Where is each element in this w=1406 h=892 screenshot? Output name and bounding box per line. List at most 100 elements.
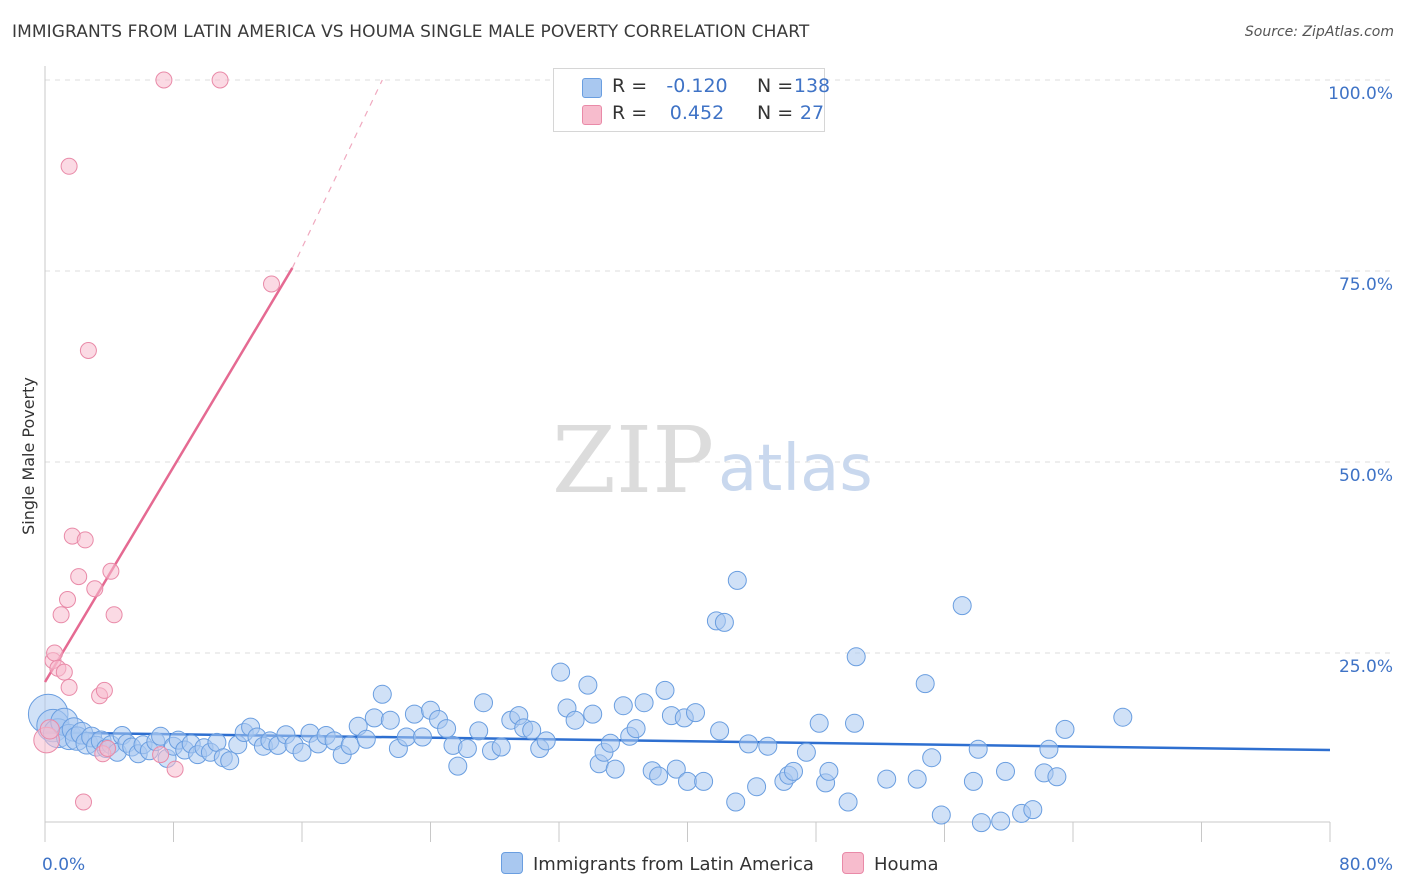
x-tick-label: 80.0% [1339, 855, 1393, 875]
point-latin-america [877, 769, 897, 789]
trendline-houma-extension [291, 79, 383, 269]
point-latin-america [907, 769, 927, 789]
point-latin-america [522, 720, 542, 740]
point-latin-america [536, 731, 556, 751]
point-latin-america [356, 729, 376, 749]
point-latin-america [996, 761, 1015, 781]
point-latin-america [686, 703, 705, 723]
point-latin-america [474, 693, 493, 713]
point-latin-america [448, 756, 468, 776]
point-houma [60, 157, 78, 175]
point-latin-america [666, 759, 686, 779]
trendline-houma [43, 267, 294, 683]
point-latin-america [605, 759, 625, 779]
point-latin-america [413, 727, 432, 747]
series-swatch-blue [501, 852, 523, 874]
point-latin-america [491, 737, 511, 757]
point-latin-america [963, 771, 983, 791]
watermark-atlas: atlas [718, 432, 873, 506]
point-latin-america [710, 721, 730, 741]
point-latin-america [1023, 800, 1043, 820]
point-latin-america [220, 751, 240, 771]
point-houma [99, 740, 117, 757]
point-latin-america [340, 735, 360, 755]
point-latin-america [747, 777, 767, 797]
point-latin-america [796, 742, 816, 762]
point-latin-america [469, 721, 489, 741]
legend-r-value: 0.452 [669, 102, 725, 124]
point-latin-america [819, 761, 839, 781]
series-swatch-pink [842, 852, 864, 874]
point-latin-america [655, 680, 675, 700]
point-latin-america [922, 748, 942, 768]
point-latin-america [292, 742, 312, 762]
point-latin-america [1047, 767, 1067, 787]
point-latin-america [565, 710, 585, 730]
point-latin-america [678, 771, 697, 791]
series-name-latin-america: Immigrants from Latin America [533, 854, 814, 875]
point-latin-america [437, 719, 457, 739]
point-latin-america [991, 811, 1011, 831]
legend-swatch-blue [582, 78, 602, 98]
point-latin-america [1113, 707, 1133, 727]
series-name-houma: Houma [874, 854, 939, 875]
point-houma [60, 678, 78, 696]
point-houma [152, 746, 170, 764]
point-houma [46, 644, 64, 662]
legend-n-label: N = [757, 102, 794, 124]
point-latin-america [968, 739, 988, 759]
point-latin-america [372, 684, 392, 704]
point-latin-america [915, 674, 935, 694]
data-points [27, 71, 1133, 833]
point-latin-america [758, 736, 778, 756]
point-houma [155, 71, 173, 89]
legend-n-label: N = [757, 75, 794, 97]
y-tick-labels: 25.0% 50.0% 75.0% 100.0% [1328, 84, 1393, 677]
gridlines [45, 79, 1392, 654]
point-latin-america [634, 693, 654, 713]
point-latin-america [846, 647, 866, 667]
y-axis-label: Single Male Poverty [19, 377, 38, 535]
point-latin-america [1055, 719, 1075, 739]
y-tick-label: 100.0% [1328, 84, 1393, 104]
point-houma [52, 606, 70, 624]
point-latin-america [404, 704, 424, 724]
point-latin-america [551, 662, 571, 682]
legend-box: R = -0.120 N = 138 R = 0.452 N = 27 [553, 68, 830, 132]
point-houma [79, 342, 97, 359]
point-latin-america [809, 713, 829, 733]
point-houma [70, 568, 88, 586]
series-legend-latin-america: Immigrants from Latin America [501, 852, 814, 875]
point-latin-america [838, 792, 858, 812]
point-latin-america [739, 734, 758, 754]
series-legend: Immigrants from Latin America Houma [0, 852, 1406, 878]
point-houma [59, 591, 76, 608]
point-latin-america [600, 733, 620, 753]
point-houma [211, 71, 229, 89]
point-latin-america [626, 719, 646, 739]
point-latin-america [613, 696, 633, 716]
y-tick-label: 50.0% [1339, 466, 1393, 486]
point-houma [263, 275, 280, 293]
axes [44, 66, 1331, 842]
point-latin-america [457, 739, 477, 758]
chart-title: IMMIGRANTS FROM LATIN AMERICA VS HOUMA S… [12, 22, 810, 42]
legend-n-value: 138 [793, 75, 831, 97]
y-tick-label: 25.0% [1339, 657, 1393, 677]
point-houma [76, 531, 94, 549]
legend-n-value: 27 [799, 102, 825, 124]
legend-r-label: R = [612, 102, 648, 124]
point-houma [75, 793, 92, 811]
point-latin-america [931, 805, 951, 825]
point-latin-america [396, 727, 416, 747]
point-latin-america [726, 792, 746, 812]
series-legend-houma: Houma [842, 852, 939, 875]
point-houma [39, 719, 60, 740]
point-houma [105, 606, 123, 624]
point-latin-america [583, 704, 603, 724]
point-latin-america [1039, 739, 1059, 759]
point-latin-america [971, 813, 991, 833]
point-latin-america [364, 708, 384, 728]
point-latin-america [784, 761, 803, 781]
